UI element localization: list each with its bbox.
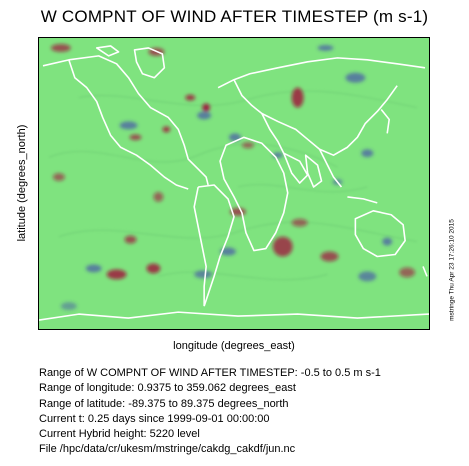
info-line-range-longitude: Range of longitude: 0.9375 to 359.062 de…: [39, 382, 296, 395]
x-axis-label: longitude (degrees_east): [173, 340, 295, 352]
info-line-hybrid-height: Current Hybrid height: 5220 level: [39, 428, 200, 441]
map-plot-area: [38, 37, 430, 330]
info-line-file-path: File /hpc/data/cr/ukesm/mstringe/cakdg_c…: [39, 443, 296, 456]
coastlines: [39, 45, 429, 321]
info-line-range-w: Range of W COMPNT OF WIND AFTER TIMESTEP…: [39, 367, 381, 379]
field-background: [39, 38, 429, 329]
wind-field-map: [39, 38, 429, 329]
author-timestamp: mstringe Thu Apr 23 17:26:10 2015: [448, 219, 456, 321]
info-line-range-latitude: Range of latitude: -89.375 to 89.375 deg…: [39, 397, 289, 410]
info-line-current-time: Current t: 0.25 days since 1999-09-01 00…: [39, 412, 270, 425]
y-axis-label: latitude (degrees_north): [16, 124, 28, 242]
field-texture: [48, 90, 418, 281]
plot-title: W COMPNT OF WIND AFTER TIMESTEP (m s-1): [40, 7, 429, 26]
info-block: Range of W COMPNT OF WIND AFTER TIMESTEP…: [39, 366, 381, 458]
wind-anomalies: [50, 43, 416, 311]
